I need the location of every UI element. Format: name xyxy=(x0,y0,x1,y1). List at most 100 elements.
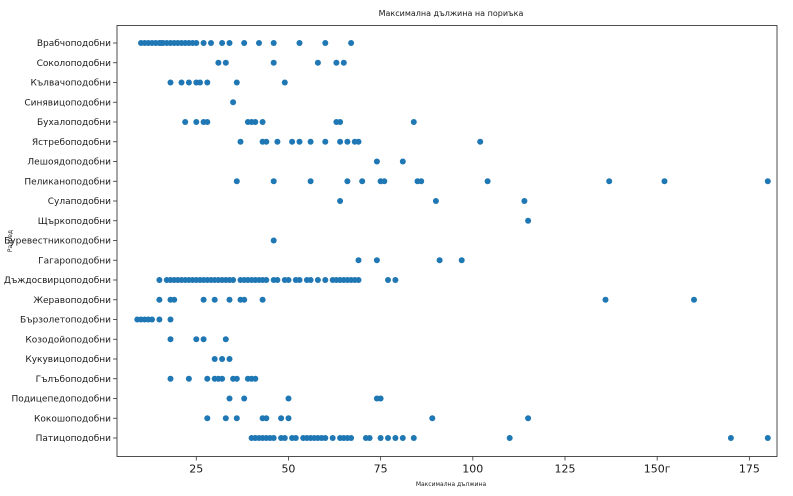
y-tick-label: Кукувицоподобни xyxy=(25,355,111,365)
y-axis-title: Разред xyxy=(7,230,14,252)
data-point xyxy=(230,99,237,106)
y-tick-label: Гълъбоподобни xyxy=(36,375,112,385)
data-point xyxy=(270,435,277,441)
data-point xyxy=(296,138,303,145)
plot-frame xyxy=(116,25,778,457)
data-point xyxy=(285,395,292,402)
data-point xyxy=(215,59,222,66)
data-point xyxy=(307,138,314,145)
data-point xyxy=(270,59,277,66)
data-point xyxy=(263,415,270,422)
data-point xyxy=(219,356,226,362)
y-tick-label: Синявицоподобни xyxy=(24,98,111,108)
data-point xyxy=(373,257,380,264)
data-point xyxy=(241,296,248,303)
data-point xyxy=(521,198,528,204)
y-tick-label: Бухалоподобни xyxy=(37,118,111,128)
data-point xyxy=(226,296,233,303)
data-point xyxy=(167,336,174,343)
y-tick-label: Буревестникоподобни xyxy=(4,237,111,247)
data-point xyxy=(296,40,303,46)
data-point xyxy=(167,375,174,382)
data-point xyxy=(233,178,240,185)
x-tick-label: 25 xyxy=(189,463,203,476)
data-point xyxy=(285,415,292,422)
x-tick-label: 75 xyxy=(374,463,388,476)
data-point xyxy=(226,356,233,362)
data-point xyxy=(156,296,163,303)
y-tick-label: Сулаподобни xyxy=(48,197,111,207)
data-point xyxy=(373,158,380,165)
data-point xyxy=(193,336,200,343)
data-point xyxy=(274,277,281,283)
data-point xyxy=(200,296,207,303)
data-point xyxy=(429,415,436,422)
data-point xyxy=(691,296,697,303)
data-point xyxy=(307,178,314,185)
x-tick-label: 150г xyxy=(644,463,671,476)
data-point xyxy=(252,119,259,125)
y-tick-label: Козодойоподобни xyxy=(25,335,111,345)
data-point xyxy=(193,40,200,46)
data-point xyxy=(322,40,329,46)
data-point xyxy=(458,257,465,264)
data-point xyxy=(274,138,281,145)
y-tick-label: Пеликаноподобни xyxy=(24,177,111,187)
data-point xyxy=(307,277,314,283)
x-tick-label: 100 xyxy=(462,463,483,476)
data-point xyxy=(241,395,248,402)
data-point xyxy=(204,415,211,422)
data-point xyxy=(222,415,229,422)
x-ticks: 25 50 75 100 125 150г 175 xyxy=(189,456,760,476)
data-point xyxy=(278,415,285,422)
data-point xyxy=(226,40,233,46)
data-point xyxy=(233,415,240,422)
data-point xyxy=(418,178,425,185)
data-point xyxy=(252,375,259,382)
x-tick-label: 175 xyxy=(739,463,760,476)
data-point xyxy=(366,435,373,441)
data-point xyxy=(256,40,262,46)
data-point xyxy=(222,336,229,343)
data-point xyxy=(296,277,303,283)
data-point xyxy=(285,277,292,283)
data-point xyxy=(182,119,189,125)
y-tick-label: Соколоподобни xyxy=(37,59,112,69)
x-tick-label: 50 xyxy=(281,463,295,476)
data-point xyxy=(178,79,185,86)
data-point xyxy=(171,296,178,303)
data-point xyxy=(392,435,399,441)
data-point xyxy=(436,257,443,264)
data-point xyxy=(314,277,321,283)
y-tick-label: Дъждосвирцоподобни xyxy=(4,276,111,286)
data-point xyxy=(340,59,347,66)
data-point xyxy=(322,138,329,145)
data-point xyxy=(410,119,417,125)
data-point xyxy=(477,138,484,145)
data-point xyxy=(764,435,771,441)
data-point xyxy=(399,158,406,165)
data-point xyxy=(333,59,340,66)
y-tick-label: Ястребоподобни xyxy=(32,138,111,148)
data-point xyxy=(219,375,226,382)
y-tick-label: Гагароподобни xyxy=(38,256,111,266)
data-point xyxy=(200,40,207,46)
data-point xyxy=(606,178,613,185)
data-point xyxy=(314,59,321,66)
data-point xyxy=(237,138,244,145)
data-point xyxy=(344,178,351,185)
data-point xyxy=(432,198,439,204)
data-point xyxy=(204,375,211,382)
data-point xyxy=(211,296,218,303)
data-point xyxy=(263,277,270,283)
data-point xyxy=(381,178,388,185)
data-point xyxy=(233,375,240,382)
data-point xyxy=(219,40,226,46)
data-point xyxy=(270,40,277,46)
data-point xyxy=(344,138,351,145)
data-point xyxy=(484,178,491,185)
data-point xyxy=(193,119,200,125)
data-point xyxy=(185,79,192,86)
